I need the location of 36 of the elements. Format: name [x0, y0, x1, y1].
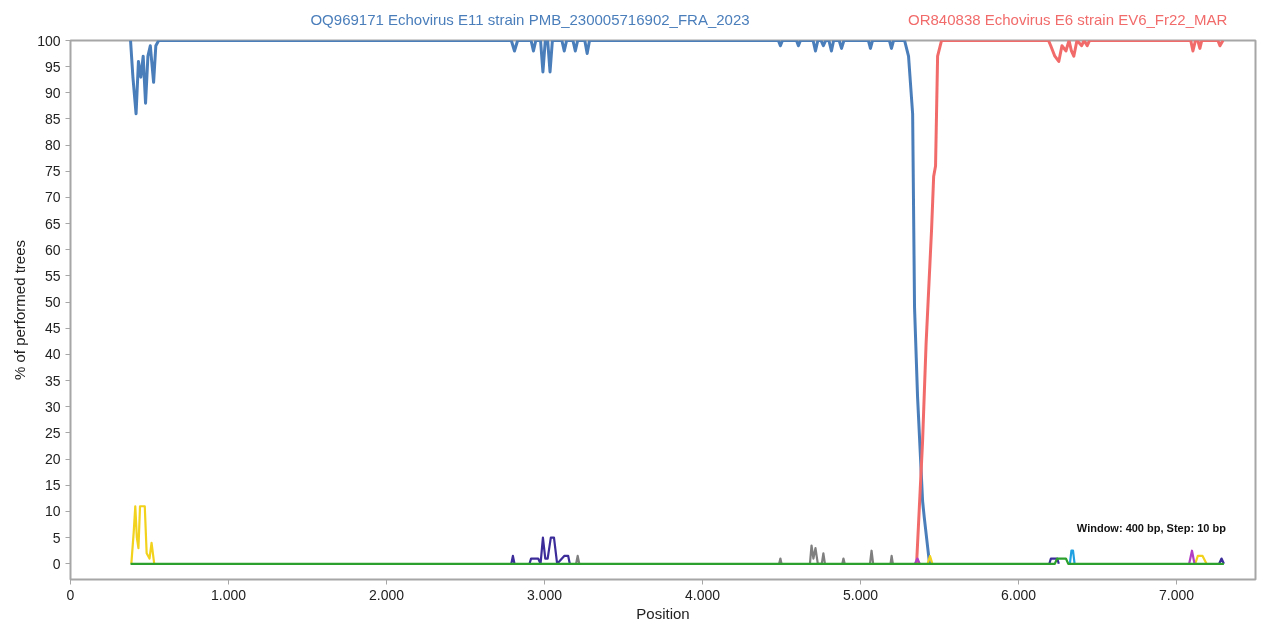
y-tick-label: 100 [37, 32, 61, 49]
y-tick-label: 95 [44, 58, 61, 75]
y-tick-label: 15 [44, 477, 61, 494]
series-label: OR840838 Echovirus E6 strain EV6_Fr22_MAR [908, 10, 1228, 28]
y-tick-label: 90 [44, 84, 61, 101]
y-tick-label: 55 [44, 267, 61, 284]
x-tick-label: 0 [66, 586, 75, 603]
y-tick-label: 40 [44, 346, 61, 363]
y-tick-label: 25 [44, 424, 61, 441]
line-series [129, 40, 932, 566]
y-tick-label: 85 [44, 111, 61, 127]
x-tick-label: 7.000 [1158, 586, 1195, 603]
x-tick-label: 2.000 [368, 586, 405, 603]
y-tick-label: 60 [44, 241, 61, 258]
x-axis-title: Position [636, 604, 690, 622]
y-tick-label: 35 [44, 372, 61, 389]
y-tick-label: 20 [44, 451, 61, 468]
y-tick-label: 65 [44, 215, 61, 232]
y-tick-label: 70 [44, 189, 61, 206]
y-tick-label: 80 [44, 137, 61, 154]
y-tick-label: 5 [52, 529, 61, 546]
x-tick-label: 3.000 [526, 586, 563, 603]
series-label: OQ969171 Echovirus E11 strain PMB_230005716902_FRA_2023 [310, 10, 750, 28]
y-tick-label: 75 [44, 163, 61, 180]
annotation: Window: 400 bp, Step: 10 bp [1076, 522, 1227, 535]
line-series [915, 40, 1225, 566]
y-tick-label: 50 [44, 294, 61, 311]
y-tick-label: 0 [52, 555, 61, 572]
y-tick-label: 45 [44, 320, 61, 337]
x-tick-label: 4.000 [684, 586, 721, 603]
y-axis-title: % of performed trees [11, 239, 29, 381]
y-tick-label: 30 [44, 398, 61, 415]
x-tick-label: 1.000 [210, 586, 247, 603]
y-tick-label: 10 [44, 503, 61, 520]
x-tick-label: 5.000 [842, 586, 879, 603]
x-tick-label: 6.000 [1000, 586, 1037, 603]
